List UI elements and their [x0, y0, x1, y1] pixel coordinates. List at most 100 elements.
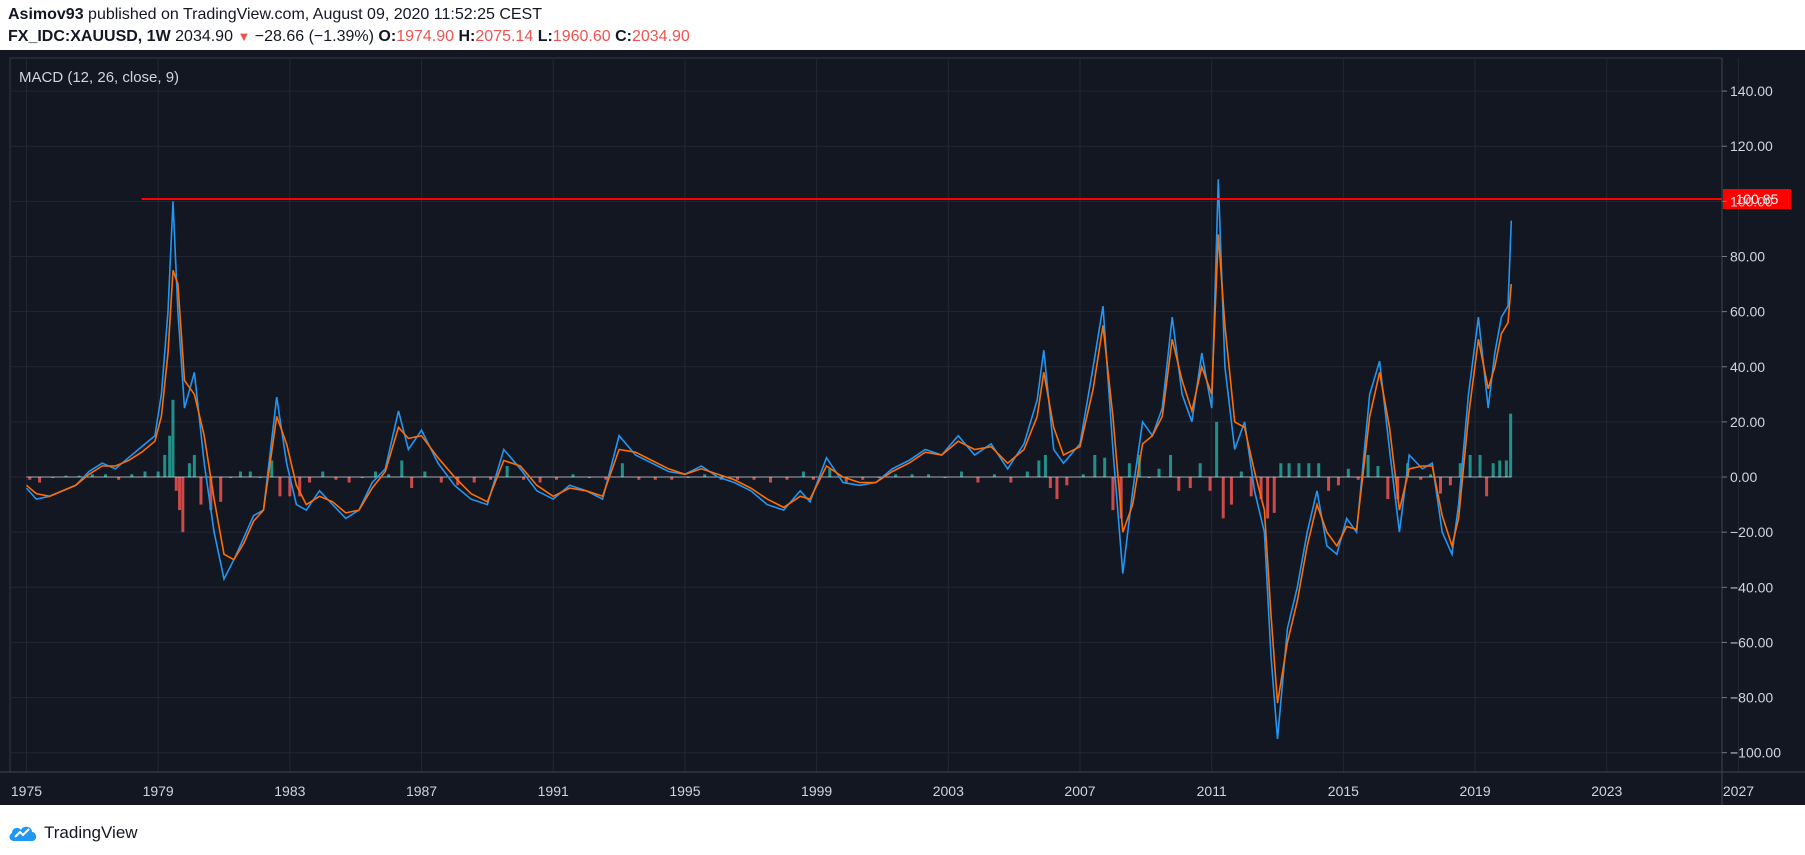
histogram-bar	[571, 474, 575, 478]
close-value: 2034.90	[631, 28, 690, 45]
histogram-bar	[1221, 477, 1225, 519]
open-label: O:	[378, 28, 397, 45]
published-text: published on TradingView.com, August 09,…	[88, 6, 542, 23]
histogram-bar	[637, 477, 641, 480]
histogram-bar	[1157, 468, 1161, 478]
histogram-bar	[90, 474, 94, 478]
histogram-bar	[400, 460, 404, 478]
chart-area[interactable]: 100.85 140.00 120.00 100.00 80.00 60.00 40.00 2…	[0, 50, 1805, 805]
histogram-bar	[620, 463, 624, 478]
histogram-bar	[1297, 463, 1301, 478]
histogram-bar	[844, 477, 848, 483]
histogram-bar	[1485, 477, 1489, 497]
down-arrow-icon: ▼	[237, 29, 251, 44]
symbol-name[interactable]: FX_IDC:XAUUSD, 1W	[8, 28, 171, 45]
histogram-bar	[174, 477, 178, 491]
histogram-bar	[1448, 477, 1452, 486]
indicator-title: MACD (12, 26, close, 9)	[19, 69, 179, 86]
histogram-bar	[1249, 477, 1253, 497]
y-tick-label: 140.00	[1730, 83, 1773, 99]
histogram-bar	[209, 477, 213, 511]
x-tick-label: 2007	[1064, 783, 1095, 799]
histogram-bar	[976, 477, 980, 483]
high-value: 2075.14	[475, 28, 534, 45]
histogram-bar	[752, 477, 756, 480]
low-label: L:	[537, 28, 553, 45]
y-tick-label: −100.00	[1730, 745, 1781, 761]
histogram-bar	[1386, 477, 1390, 500]
histogram-bar	[321, 471, 325, 478]
histogram-bar	[1009, 477, 1013, 483]
histogram-bar	[1025, 471, 1029, 478]
histogram-bar	[1208, 477, 1212, 491]
y-tick-label: 20.00	[1730, 414, 1765, 430]
close-label: C:	[615, 28, 632, 45]
signal-line	[25, 234, 1513, 704]
histogram-bar	[489, 477, 493, 480]
histogram-bar	[130, 474, 134, 478]
y-tick-label: 0.00	[1730, 469, 1757, 485]
y-tick-label: −20.00	[1730, 524, 1773, 540]
histogram-bar	[1287, 463, 1291, 478]
tradingview-logo-text: TradingView	[44, 823, 138, 842]
tradingview-logo[interactable]: TradingView	[8, 823, 138, 843]
histogram-bar	[1119, 477, 1123, 519]
y-tick-label: 40.00	[1730, 359, 1765, 375]
histogram-bar	[522, 477, 526, 480]
histogram-bar	[199, 477, 203, 505]
histogram-bar	[1198, 463, 1202, 478]
histogram-bar	[171, 399, 175, 478]
y-tick-label: 60.00	[1730, 304, 1765, 320]
histogram-bar	[505, 466, 509, 478]
x-tick-label: 1991	[538, 783, 569, 799]
histogram-bar	[1336, 477, 1340, 486]
y-tick-label: −80.00	[1730, 690, 1773, 706]
macd-chart[interactable]: 100.85 140.00 120.00 100.00 80.00 60.00 40.00 2…	[0, 50, 1805, 805]
histogram-bar	[1229, 477, 1233, 505]
author-name[interactable]: Asimov93	[8, 6, 84, 23]
histogram-bar	[163, 454, 167, 478]
histogram-bar	[811, 477, 815, 480]
high-label: H:	[458, 28, 476, 45]
x-tick-label: 2027	[1723, 783, 1754, 799]
histogram-bar	[288, 477, 292, 497]
histogram-bar	[1327, 477, 1331, 491]
histogram-bar	[894, 474, 898, 478]
histogram-bar	[1215, 421, 1219, 478]
histogram-bar	[1307, 463, 1311, 478]
histogram-bar	[670, 477, 674, 480]
histogram-bar	[861, 477, 865, 480]
histogram-bar	[1439, 477, 1443, 494]
histogram-bar	[1498, 460, 1502, 478]
level-label-box	[1723, 189, 1791, 210]
symbol-info: FX_IDC:XAUUSD, 1W 2034.90 ▼ −28.66 (−1.3…	[8, 28, 690, 46]
histogram-bar	[117, 477, 121, 480]
histogram-bar	[736, 477, 740, 480]
histogram-bar	[1111, 477, 1115, 511]
histogram-bar	[1103, 457, 1107, 478]
histogram-bar	[1346, 468, 1350, 478]
histogram-bar	[1491, 463, 1495, 478]
histogram-bar	[168, 435, 172, 478]
x-tick-label: 2003	[933, 783, 964, 799]
histogram-bar	[156, 471, 160, 478]
histogram-bar	[769, 477, 773, 483]
last-price: 2034.90	[175, 28, 233, 45]
histogram-bar	[423, 471, 427, 478]
histogram-bar	[1509, 413, 1513, 478]
y-tick-label: −40.00	[1730, 579, 1773, 595]
histogram-bar	[1468, 454, 1472, 478]
histogram-bar	[1396, 477, 1400, 500]
histogram-bar	[270, 460, 274, 478]
histogram-bar	[38, 477, 42, 483]
histogram-bar	[410, 477, 414, 489]
histogram-bar	[308, 477, 312, 483]
histogram-bar	[103, 474, 107, 478]
histogram-bar	[334, 477, 338, 480]
histogram-bar	[555, 477, 559, 480]
histogram-bar	[1356, 477, 1360, 480]
histogram-bar	[1259, 477, 1263, 500]
histogram-bar	[703, 474, 707, 478]
low-value: 1960.60	[552, 28, 611, 45]
histogram-bar	[1419, 477, 1423, 480]
